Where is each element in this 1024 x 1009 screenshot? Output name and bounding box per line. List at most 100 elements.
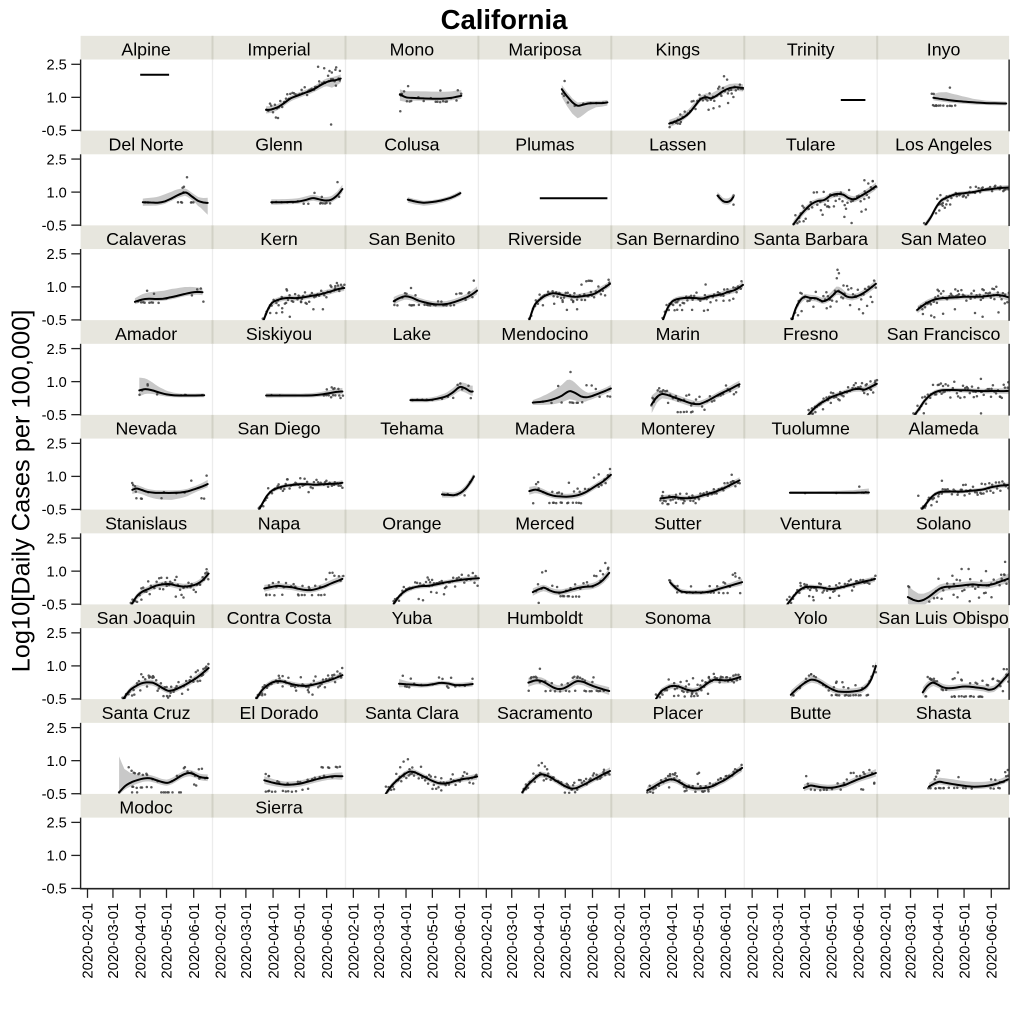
svg-text:Inyo: Inyo [927, 40, 961, 60]
svg-text:2020-02-01: 2020-02-01 [745, 903, 761, 979]
svg-text:2020-03-01: 2020-03-01 [904, 903, 920, 979]
svg-text:Colusa: Colusa [384, 134, 439, 154]
svg-text:2020-04-01: 2020-04-01 [133, 903, 149, 979]
svg-text:Mendocino: Mendocino [501, 324, 588, 344]
svg-text:1.0: 1.0 [47, 185, 67, 201]
svg-text:Tulare: Tulare [786, 134, 836, 154]
svg-text:Sierra: Sierra [255, 798, 303, 818]
svg-text:2020-04-01: 2020-04-01 [532, 903, 548, 979]
svg-text:Calaveras: Calaveras [106, 229, 186, 249]
svg-text:2020-02-01: 2020-02-01 [81, 903, 97, 979]
svg-text:1.0: 1.0 [47, 280, 67, 296]
svg-text:-0.5: -0.5 [42, 218, 67, 234]
svg-text:Sonoma: Sonoma [645, 608, 711, 628]
svg-text:2020-06-01: 2020-06-01 [453, 903, 469, 979]
svg-text:Siskiyou: Siskiyou [246, 324, 312, 344]
svg-text:2.5: 2.5 [47, 152, 67, 168]
svg-text:-0.5: -0.5 [42, 313, 67, 329]
svg-text:-0.5: -0.5 [42, 787, 67, 803]
svg-text:Stanislaus: Stanislaus [105, 513, 187, 533]
svg-text:2020-05-01: 2020-05-01 [824, 903, 840, 979]
svg-text:Modoc: Modoc [119, 798, 172, 818]
svg-text:2020-02-01: 2020-02-01 [479, 903, 495, 979]
svg-text:2020-05-01: 2020-05-01 [957, 903, 973, 979]
svg-text:1.0: 1.0 [47, 564, 67, 580]
svg-text:Orange: Orange [382, 513, 441, 533]
svg-text:Butte: Butte [790, 703, 832, 723]
svg-text:Shasta: Shasta [916, 703, 971, 723]
svg-text:2.5: 2.5 [47, 58, 67, 74]
svg-text:Kern: Kern [260, 229, 298, 249]
svg-text:Lake: Lake [393, 324, 432, 344]
svg-text:Alpine: Alpine [121, 40, 171, 60]
svg-text:1.0: 1.0 [47, 849, 67, 865]
svg-text:Imperial: Imperial [247, 40, 310, 60]
svg-text:2020-05-01: 2020-05-01 [426, 903, 442, 979]
svg-text:Marin: Marin [656, 324, 700, 344]
svg-text:2.5: 2.5 [47, 626, 67, 642]
svg-text:Log10[Daily Cases per 100,000]: Log10[Daily Cases per 100,000] [8, 310, 36, 673]
svg-text:California: California [441, 4, 569, 35]
svg-text:Mono: Mono [390, 40, 435, 60]
svg-text:San Joaquin: San Joaquin [97, 608, 196, 628]
svg-text:Kings: Kings [656, 40, 701, 60]
svg-text:Del Norte: Del Norte [109, 134, 184, 154]
svg-text:2020-02-01: 2020-02-01 [347, 903, 363, 979]
svg-text:2020-06-01: 2020-06-01 [320, 903, 336, 979]
svg-text:2020-03-01: 2020-03-01 [106, 903, 122, 979]
svg-text:2020-03-01: 2020-03-01 [239, 903, 255, 979]
svg-text:Amador: Amador [115, 324, 177, 344]
svg-text:Plumas: Plumas [515, 134, 574, 154]
svg-text:2020-05-01: 2020-05-01 [558, 903, 574, 979]
svg-text:Merced: Merced [515, 513, 574, 533]
svg-text:2020-04-01: 2020-04-01 [399, 903, 415, 979]
svg-text:-0.5: -0.5 [42, 503, 67, 519]
svg-text:Napa: Napa [258, 513, 301, 533]
svg-text:2020-06-01: 2020-06-01 [586, 903, 602, 979]
svg-text:-0.5: -0.5 [42, 597, 67, 613]
svg-text:2020-02-01: 2020-02-01 [878, 903, 894, 979]
svg-text:Monterey: Monterey [641, 419, 715, 439]
svg-text:Riverside: Riverside [508, 229, 582, 249]
svg-text:2020-04-01: 2020-04-01 [266, 903, 282, 979]
svg-text:2020-06-01: 2020-06-01 [187, 903, 203, 979]
svg-text:2020-03-01: 2020-03-01 [771, 903, 787, 979]
svg-text:Sutter: Sutter [654, 513, 702, 533]
svg-text:Contra Costa: Contra Costa [227, 608, 332, 628]
svg-text:Sacramento: Sacramento [497, 703, 593, 723]
svg-text:2020-04-01: 2020-04-01 [798, 903, 814, 979]
svg-text:1.0: 1.0 [47, 470, 67, 486]
svg-text:San Mateo: San Mateo [901, 229, 987, 249]
svg-text:-0.5: -0.5 [42, 408, 67, 424]
svg-text:2020-05-01: 2020-05-01 [160, 903, 176, 979]
svg-text:Tuolumne: Tuolumne [771, 419, 850, 439]
svg-text:1.0: 1.0 [47, 375, 67, 391]
svg-text:2.5: 2.5 [47, 531, 67, 547]
svg-text:2020-03-01: 2020-03-01 [505, 903, 521, 979]
svg-text:1.0: 1.0 [47, 659, 67, 675]
svg-text:2020-04-01: 2020-04-01 [931, 903, 947, 979]
svg-text:2.5: 2.5 [47, 247, 67, 263]
svg-text:Ventura: Ventura [780, 513, 841, 533]
svg-text:Yuba: Yuba [392, 608, 433, 628]
svg-text:1.0: 1.0 [47, 91, 67, 107]
svg-text:2020-02-01: 2020-02-01 [214, 903, 230, 979]
svg-text:2.5: 2.5 [47, 721, 67, 737]
svg-text:-0.5: -0.5 [42, 124, 67, 140]
svg-text:San Benito: San Benito [368, 229, 455, 249]
svg-text:2020-06-01: 2020-06-01 [984, 903, 1000, 979]
svg-text:Fresno: Fresno [783, 324, 838, 344]
svg-text:Glenn: Glenn [255, 134, 302, 154]
svg-text:San Bernardino: San Bernardino [616, 229, 740, 249]
svg-text:Santa Cruz: Santa Cruz [102, 703, 191, 723]
svg-text:-0.5: -0.5 [42, 882, 67, 898]
svg-text:2020-05-01: 2020-05-01 [691, 903, 707, 979]
svg-text:2020-05-01: 2020-05-01 [293, 903, 309, 979]
svg-text:2.5: 2.5 [47, 816, 67, 832]
svg-text:2020-04-01: 2020-04-01 [665, 903, 681, 979]
svg-text:1.0: 1.0 [47, 754, 67, 770]
svg-text:Solano: Solano [916, 513, 971, 533]
svg-text:2020-02-01: 2020-02-01 [612, 903, 628, 979]
svg-text:San Diego: San Diego [237, 419, 320, 439]
svg-text:Alameda: Alameda [909, 419, 979, 439]
